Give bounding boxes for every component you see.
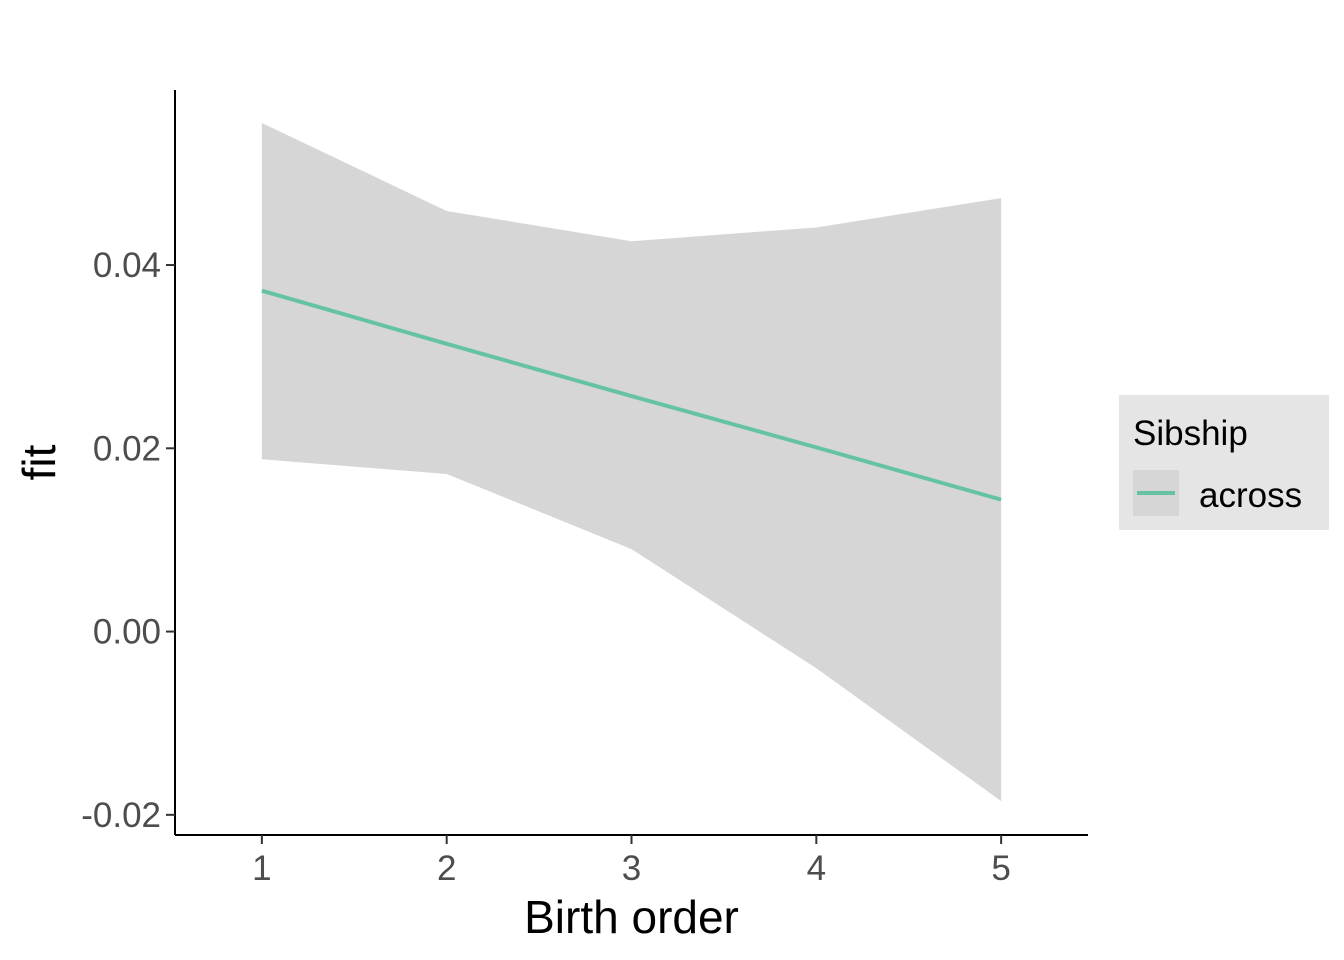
legend-title: Sibship (1133, 414, 1248, 453)
y-ticks: -0.02 0.00 0.02 0.04 (81, 246, 175, 835)
legend-label-across: across (1199, 476, 1302, 515)
y-axis-title: fit (13, 444, 65, 480)
x-tick-label: 2 (437, 849, 456, 888)
x-tick-label: 5 (991, 849, 1010, 888)
series-line-across (261, 288, 1002, 502)
series-lines (261, 288, 1002, 502)
x-ticks: 1 2 3 4 5 (252, 835, 1011, 888)
x-axis-title: Birth order (524, 891, 739, 943)
legend: Sibship across (1119, 395, 1329, 530)
y-tick-label: 0.04 (93, 246, 161, 285)
confidence-ribbons (261, 122, 1002, 802)
y-tick-label: 0.00 (93, 613, 161, 652)
confidence-ribbon-across (261, 122, 1002, 802)
y-tick-label: -0.02 (81, 796, 161, 835)
x-tick-label: 3 (622, 849, 641, 888)
x-tick-label: 4 (807, 849, 826, 888)
y-tick-label: 0.02 (93, 429, 161, 468)
x-tick-label: 1 (252, 849, 271, 888)
